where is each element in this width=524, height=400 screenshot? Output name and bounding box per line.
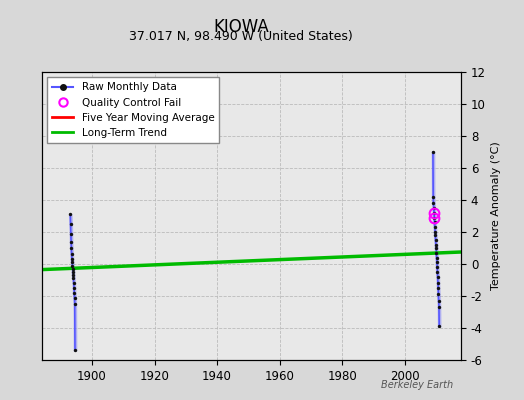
Point	[433, 264, 441, 270]
Point	[68, 262, 77, 269]
Point	[68, 251, 76, 258]
Point	[433, 274, 442, 280]
Point	[69, 269, 77, 275]
Point	[430, 210, 438, 216]
Point	[71, 347, 79, 354]
Text: Berkeley Earth: Berkeley Earth	[381, 380, 453, 390]
Point	[70, 280, 78, 286]
Point	[66, 211, 74, 218]
Point	[67, 230, 75, 237]
Point	[431, 237, 440, 243]
Point	[431, 229, 439, 235]
Point	[435, 323, 443, 330]
Point	[432, 254, 441, 261]
Point	[429, 149, 437, 155]
Point	[71, 301, 79, 307]
Point	[430, 219, 439, 226]
Point	[429, 194, 438, 200]
Point	[431, 232, 440, 238]
Point	[70, 285, 78, 291]
Point	[434, 285, 442, 291]
Point	[67, 221, 75, 227]
Point	[432, 242, 440, 248]
Point	[434, 291, 443, 298]
Point	[432, 245, 440, 251]
Point	[68, 256, 76, 262]
Point	[69, 266, 77, 272]
Y-axis label: Temperature Anomaly (°C): Temperature Anomaly (°C)	[492, 142, 501, 290]
Point	[429, 200, 438, 206]
Point	[67, 245, 75, 251]
Point	[70, 290, 79, 296]
Point	[435, 304, 443, 310]
Point	[431, 224, 439, 230]
Point	[430, 214, 439, 221]
Point	[434, 280, 442, 286]
Point	[432, 250, 441, 256]
Point	[69, 275, 78, 282]
Point	[430, 205, 438, 211]
Point	[69, 272, 78, 278]
Point	[67, 238, 75, 245]
Point	[434, 298, 443, 304]
Text: 37.017 N, 98.490 W (United States): 37.017 N, 98.490 W (United States)	[129, 30, 353, 43]
Text: KIOWA: KIOWA	[213, 18, 269, 36]
Point	[433, 259, 441, 266]
Point	[68, 259, 77, 266]
Point	[433, 269, 442, 275]
Point	[70, 294, 79, 301]
Legend: Raw Monthly Data, Quality Control Fail, Five Year Moving Average, Long-Term Tren: Raw Monthly Data, Quality Control Fail, …	[47, 77, 220, 143]
